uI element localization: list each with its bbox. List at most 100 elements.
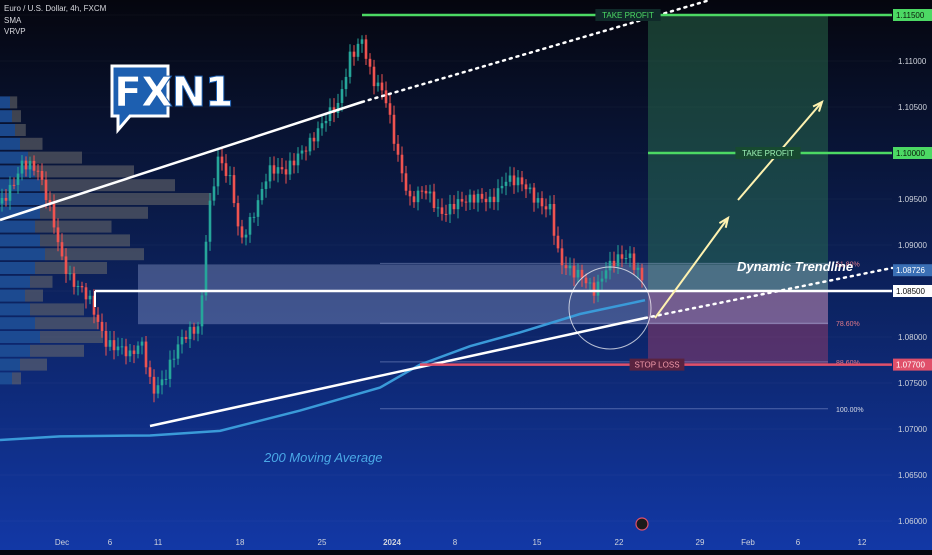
candle-body: [320, 123, 324, 129]
volume-profile-bar-down: [45, 193, 212, 205]
volume-profile-bar-up: [0, 358, 20, 371]
y-tick-label: 1.11000: [898, 57, 927, 66]
candle-body: [572, 265, 576, 278]
candle-body: [344, 76, 348, 90]
fxn1-logo: FXN1: [108, 62, 238, 135]
candle-body: [396, 143, 400, 155]
candle-body: [144, 341, 148, 368]
fib-retracement-band: [138, 264, 828, 325]
price-tag-current: 1.08726: [896, 266, 925, 275]
candle-body: [592, 282, 596, 296]
candle-body: [216, 156, 220, 187]
candle-body: [624, 258, 628, 260]
sma-200-line: [0, 298, 646, 442]
candle-body: [240, 226, 244, 238]
candle-body: [504, 181, 508, 186]
candle-body: [464, 201, 468, 203]
candle-body: [272, 165, 276, 174]
candle-body: [308, 137, 312, 152]
x-tick-label: 6: [796, 538, 801, 547]
volume-profile-bar-up: [0, 220, 35, 233]
candle-body: [376, 82, 380, 87]
indicator-sma-label[interactable]: SMA: [4, 16, 22, 25]
candle-body: [632, 253, 636, 270]
candle-body: [8, 184, 12, 201]
stop-loss-label-bg: [629, 358, 685, 371]
candle-body: [208, 200, 212, 242]
candle-body: [448, 203, 452, 215]
candle-body: [496, 188, 500, 203]
candle-body: [148, 367, 152, 377]
candle-body: [188, 326, 192, 340]
y-tick-label: 1.06500: [898, 471, 927, 480]
candle-body: [96, 314, 100, 322]
candle-body: [76, 286, 80, 288]
fib-level-label: 100.00%: [836, 407, 864, 414]
candle-body: [84, 287, 88, 300]
candle-body: [300, 150, 304, 154]
stop-loss-label: STOP LOSS: [634, 361, 679, 370]
candle-body: [168, 359, 172, 379]
candle-body: [72, 273, 76, 287]
volume-profile-bar-up: [0, 96, 10, 109]
take-profit-2-label: TAKE PROFIT: [742, 149, 794, 158]
consolidation-circle: [568, 266, 652, 350]
candle-body: [576, 269, 580, 278]
moving-average-label: 200 Moving Average: [263, 450, 383, 465]
candle-body: [288, 160, 292, 175]
candle-body: [336, 102, 340, 113]
volume-profile-bar-down: [35, 317, 98, 330]
volume-profile-bar-down: [40, 331, 103, 343]
price-tag-tp1: 1.11500: [896, 11, 925, 20]
candle-body: [88, 295, 92, 300]
candle-body: [340, 89, 344, 103]
candle-body: [276, 167, 280, 174]
candle-body: [460, 199, 464, 202]
projection-arrow-1-head: [718, 215, 730, 228]
candle-body: [560, 248, 564, 266]
candle-body: [136, 345, 140, 354]
candle-body: [260, 188, 264, 201]
candle-body: [436, 207, 440, 209]
indicator-vrvp-label[interactable]: VRVP: [4, 27, 26, 36]
volume-profile-bar-up: [0, 317, 35, 330]
candle-body: [628, 253, 632, 259]
upper-trendline: [0, 100, 363, 222]
candle-body: [528, 187, 532, 190]
candle-body: [580, 269, 584, 278]
x-tick-label: 11: [154, 538, 163, 547]
volume-profile-bar-up: [0, 110, 12, 123]
candle-body: [612, 260, 616, 267]
candle-body: [256, 200, 260, 217]
price-tag-entry-bg: [893, 285, 932, 297]
candle-body: [428, 191, 432, 194]
candle-body: [568, 265, 572, 269]
candle-body: [420, 190, 424, 192]
candle-body: [608, 260, 612, 271]
volume-profile-bar-up: [0, 248, 45, 261]
candle-body: [64, 256, 68, 274]
candle-body: [224, 163, 228, 177]
candle-body: [352, 51, 356, 57]
candle-body: [312, 137, 316, 142]
candle-body: [220, 156, 224, 164]
volume-profile-bar-down: [12, 110, 21, 123]
volume-profile-bar-down: [40, 206, 148, 219]
candle-body: [596, 281, 600, 296]
price-tag-sl-bg: [893, 358, 932, 371]
candle-body: [80, 286, 84, 288]
x-tick-label: 18: [236, 538, 245, 547]
volume-profile-bar-down: [28, 151, 82, 164]
candle-body: [56, 227, 60, 243]
x-tick-label: 15: [533, 538, 542, 547]
candle-body: [408, 190, 412, 197]
candle-body: [492, 196, 496, 203]
volume-profile-bar-up: [0, 151, 28, 164]
y-tick-label: 1.08000: [898, 333, 927, 342]
projection-arrow-2-head: [812, 100, 824, 112]
candle-body: [212, 186, 216, 201]
price-tag-tp2: 1.10000: [896, 149, 925, 158]
candle-body: [248, 217, 252, 235]
volume-profile-bar-down: [45, 248, 144, 261]
